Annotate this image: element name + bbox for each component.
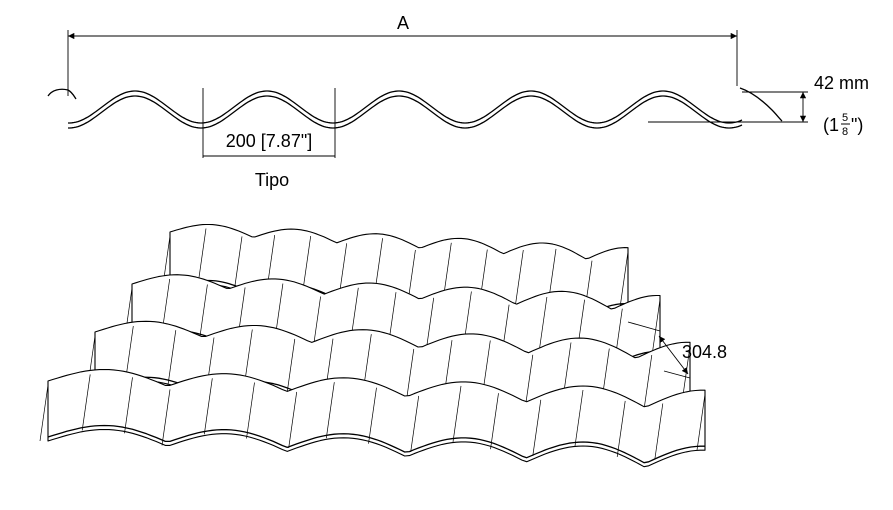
height-label-imperial-close: ") (851, 115, 863, 135)
roof-rib-line (233, 236, 243, 293)
roof-course-lip-4 (47, 424, 705, 464)
roof-rib-line (288, 391, 298, 448)
roof-rib-line (81, 374, 91, 431)
tile-profile-outer (68, 90, 743, 124)
profile-right-end (739, 87, 783, 122)
roof-rib-line (696, 394, 706, 451)
step-extension-top (627, 321, 661, 332)
course-step-dimension: 304.8 (627, 321, 727, 379)
roof-rib-line (167, 330, 177, 387)
roof-rib-line (574, 389, 584, 447)
roof-rib-line (368, 387, 377, 444)
roof-rib-line (619, 251, 629, 308)
roof-rib-line (651, 299, 661, 356)
roof-rib-line (246, 382, 255, 439)
roof-rib-line (616, 400, 626, 457)
roof-rib-line (286, 338, 296, 395)
profile-view: A 42 mm (1 5 8 ") 200 [7.87"] Tipo (47, 13, 869, 190)
roof-rib-line (199, 284, 208, 341)
roof-rib-line (203, 378, 213, 435)
type-label: Tipo (255, 170, 289, 190)
roof-rib-line (532, 399, 542, 456)
pitch-label: 200 [7.87"] (226, 131, 312, 151)
roof-rib-line (643, 354, 653, 412)
height-label-metric: 42 mm (814, 73, 869, 93)
height-label-imperial-open: (1 (823, 115, 839, 135)
roof-rib-line (654, 403, 664, 460)
height-fraction-denominator: 8 (842, 126, 848, 138)
roof-rib-line (302, 235, 312, 293)
tile-profile-inner (68, 95, 743, 129)
perspective-view (39, 223, 706, 468)
roof-rib-line (538, 296, 548, 354)
width-label: A (397, 13, 409, 33)
roof-rib-line (490, 393, 499, 450)
step-dimension-line (658, 335, 689, 375)
roof-rib-line (452, 385, 462, 442)
profile-left-end (47, 88, 77, 100)
roof-rib-line (410, 395, 420, 452)
roof-rib-line (514, 249, 524, 307)
roof-rib-line (39, 384, 49, 442)
height-fraction-numerator: 5 (842, 112, 848, 124)
roof-rib-line (161, 389, 171, 446)
roof-rib-line (442, 242, 452, 299)
roof-course-4 (47, 368, 706, 468)
roof-rib-line (197, 228, 207, 285)
roof-rib-line (124, 377, 133, 434)
roof-rib-line (325, 382, 335, 439)
step-label: 304.8 (682, 342, 727, 362)
